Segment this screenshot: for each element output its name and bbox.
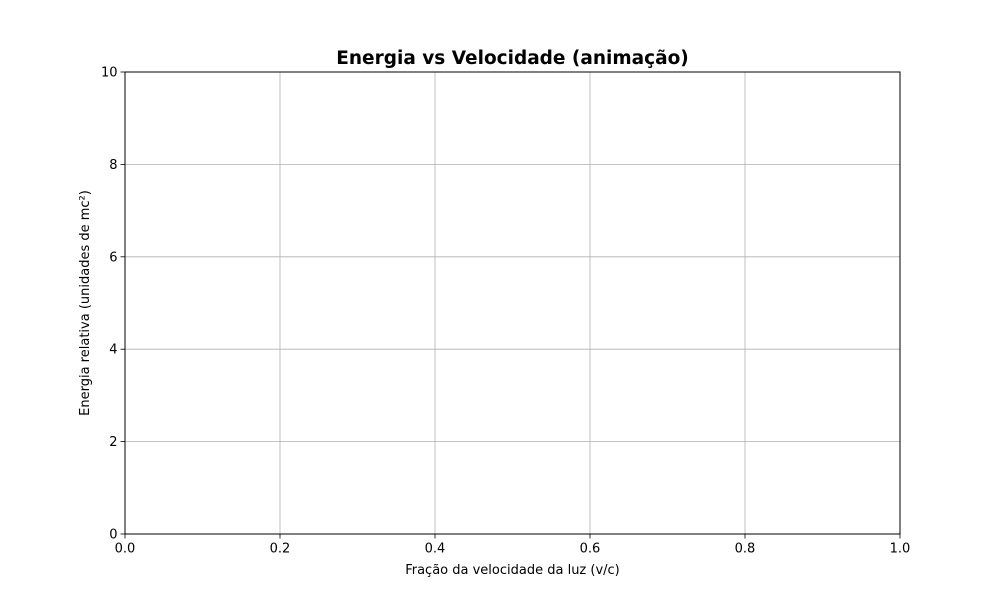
y-tick-label: 2 [109, 435, 117, 450]
y-tick-label: 8 [109, 158, 117, 173]
x-tick-label: 0.2 [270, 542, 291, 557]
y-tick-label: 4 [109, 343, 117, 358]
x-axis-label: Fração da velocidade da luz (v/c) [405, 563, 620, 578]
x-tick-label: 0.8 [735, 542, 756, 557]
y-tick-label: 6 [109, 250, 117, 265]
ticks: 0.0 0.2 0.4 0.6 0.8 1.0 0 2 4 6 8 10 [101, 66, 910, 557]
chart-title: Energia vs Velocidade (animação) [336, 48, 689, 69]
x-tick-label: 1.0 [890, 542, 911, 557]
y-tick-label: 0 [109, 528, 117, 543]
x-tick-label: 0.6 [580, 542, 601, 557]
axes-frame [124, 71, 901, 535]
x-tick-label: 0.0 [115, 542, 136, 557]
y-axis-label: Energia relativa (unidades de mc²) [78, 190, 93, 416]
y-tick-label: 10 [101, 66, 118, 81]
x-tick-label: 0.4 [425, 542, 446, 557]
